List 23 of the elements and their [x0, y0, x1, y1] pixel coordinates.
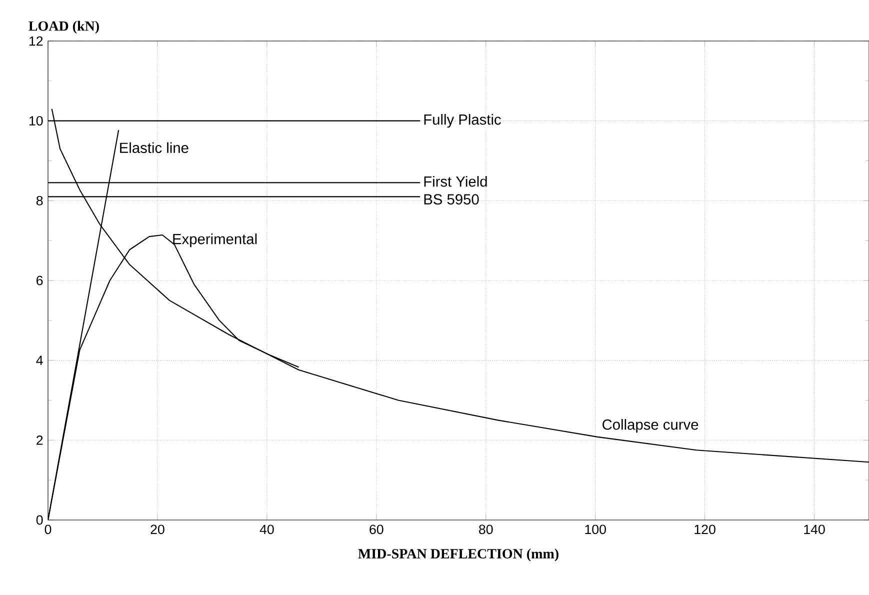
series-label: Elastic line [120, 142, 188, 154]
series-label: BS 5950 [424, 194, 479, 205]
x-tick-label: 60 [370, 524, 384, 534]
x-tick-label: 0 [44, 524, 52, 534]
series-label: Collapse curve [602, 419, 698, 433]
x-axis-title: MID-SPAN DEFLECTION (mm) [358, 548, 558, 562]
x-tick-label: 40 [260, 524, 274, 534]
x-tick-label: 80 [479, 524, 493, 534]
y-tick-label: 2 [36, 436, 43, 445]
y-tick-label: 0 [36, 515, 43, 525]
y-tick-label: 12 [29, 36, 43, 46]
series-label: First Yield [424, 176, 487, 187]
x-tick-label: 20 [150, 524, 164, 534]
series-label: Experimental [173, 233, 257, 248]
y-tick-label: 4 [36, 356, 43, 365]
y-tick-label: 10 [29, 116, 43, 126]
y-axis-title: LOAD (kN) [28, 20, 99, 34]
y-tick-label: 8 [36, 196, 43, 206]
x-tick-label: 100 [585, 524, 606, 534]
series-label: Fully Plastic [424, 114, 501, 128]
x-tick-label: 140 [804, 524, 825, 534]
x-tick-label: 120 [694, 524, 716, 534]
y-tick-label: 6 [36, 276, 43, 286]
